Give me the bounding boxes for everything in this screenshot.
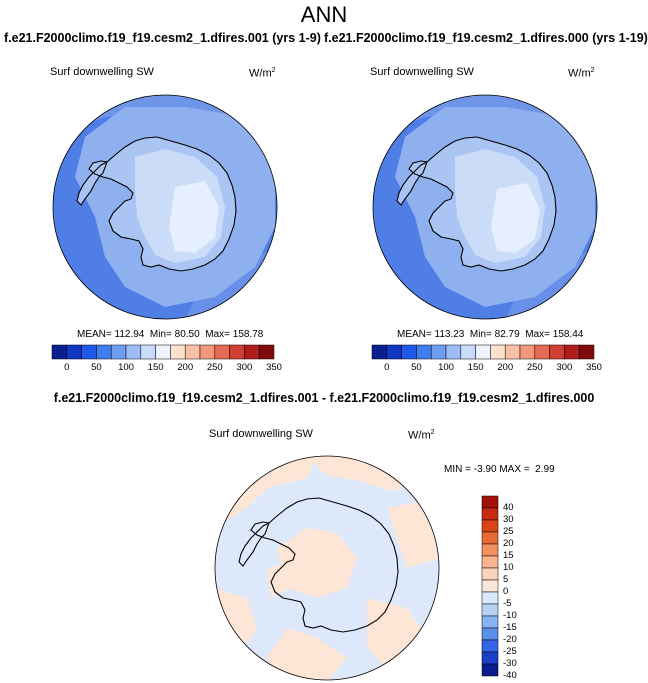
difference-stats: MIN = -3.90 MAX = 2.99 [444,464,555,475]
colorbar-swatch [170,344,186,360]
colorbar-swatch [481,531,499,545]
colorbar-tick-label: 0 [503,586,509,597]
colorbar-swatch [549,344,565,360]
colorbar-swatch [481,627,499,641]
colorbar-tick-label: -30 [503,658,517,669]
colorbar-swatch [199,344,216,360]
colorbar-swatch [475,344,491,360]
colorbar-tick-label: 40 [503,502,514,513]
colorbar-swatch [481,567,499,581]
colorbar-tick-label: 200 [497,362,514,373]
colorbar-tick-label: 300 [556,362,573,373]
colorbar-swatch [416,344,432,360]
colorbar-swatch [81,344,97,360]
colorbar-swatch [386,344,402,360]
colorbar-swatch [534,344,550,360]
colorbar-tick-label: 100 [438,362,454,373]
colorbar-tick-label: 50 [91,362,102,373]
difference-colorbar-ticks: 40 30 25 20 15 10 5 0 -5 -10 -15 -20 -25 -30 -40 [503,496,533,681]
right-map [372,94,598,320]
colorbar-tick-label: -15 [503,622,517,633]
colorbar-tick-label: 350 [266,362,282,373]
left-stats: MEAN= 112.94 Min= 80.50 Max= 158.78 [77,329,264,340]
colorbar-swatch [481,615,499,629]
right-colorbar-ticks: 0 50 100 150 200 250 300 350 [372,362,602,374]
colorbar-tick-label: -10 [503,610,517,621]
colorbar-swatch [481,495,499,509]
colorbar-tick-label: 300 [236,362,253,373]
colorbar-tick-label: 5 [503,574,509,585]
colorbar-swatch [371,344,388,360]
colorbar-tick-label: -5 [503,598,512,609]
colorbar-tick-label: 350 [586,362,602,373]
difference-units-label: W/m2 [408,429,435,442]
figure-title: ANN [300,2,348,27]
colorbar-tick-label: 150 [467,362,484,373]
colorbar-tick-label: 0 [384,362,390,373]
colorbar-swatch [564,344,580,360]
colorbar-swatch [481,591,499,605]
colorbar-tick-label: -20 [503,634,517,645]
left-colorbar-ticks: 0 50 100 150 200 250 300 350 [52,362,282,374]
colorbar-tick-label: 150 [147,362,164,373]
colorbar-tick-label: -25 [503,646,517,657]
colorbar-swatch [430,344,447,360]
colorbar-swatch [481,663,499,677]
colorbar-tick-label: 200 [177,362,194,373]
difference-variable-label: Surf downwelling SW [209,428,313,440]
colorbar-tick-label: 20 [503,538,514,549]
left-variable-label: Surf downwelling SW [50,66,154,78]
colorbar-tick-label: 50 [411,362,422,373]
colorbar-swatch [481,555,499,569]
colorbar-swatch [401,344,417,360]
colorbar-swatch [481,639,499,653]
colorbar-tick-label: 250 [206,362,223,373]
right-panel-title: f.e21.F2000climo.f19_f19.cesm2_1.dfires.… [324,31,648,45]
colorbar-swatch [460,344,476,360]
colorbar-swatch [229,344,245,360]
colorbar-swatch [125,344,142,360]
colorbar-tick-label: 10 [503,562,514,573]
colorbar-swatch [258,344,275,360]
left-panel-title: f.e21.F2000climo.f19_f19.cesm2_1.dfires.… [4,31,321,45]
colorbar-swatch [140,344,156,360]
difference-map [214,455,440,681]
colorbar-swatch [481,603,499,617]
colorbar-swatch [504,344,521,360]
left-map [52,94,278,320]
colorbar-swatch [481,507,499,521]
right-units-label: W/m2 [568,67,595,80]
colorbar-swatch [214,344,230,360]
colorbar-tick-label: 30 [503,514,514,525]
colorbar-swatch [110,344,127,360]
colorbar-swatch [578,344,595,360]
right-variable-label: Surf downwelling SW [370,66,474,78]
colorbar-swatch [481,651,499,665]
difference-colorbar [481,495,499,677]
colorbar-tick-label: -40 [503,670,517,681]
colorbar-swatch [481,519,499,533]
colorbar-swatch [481,579,499,593]
colorbar-swatch [184,344,201,360]
colorbar-tick-label: 15 [503,550,514,561]
colorbar-tick-label: 0 [64,362,70,373]
colorbar-swatch [519,344,536,360]
colorbar-swatch [96,344,112,360]
colorbar-swatch [66,344,82,360]
colorbar-swatch [51,344,68,360]
left-colorbar [51,344,275,360]
colorbar-swatch [445,344,462,360]
colorbar-swatch [155,344,171,360]
colorbar-swatch [490,344,506,360]
colorbar-tick-label: 100 [118,362,134,373]
difference-panel-title: f.e21.F2000climo.f19_f19.cesm2_1.dfires.… [53,391,595,405]
colorbar-swatch [481,543,499,557]
right-colorbar [371,344,595,360]
colorbar-swatch [244,344,260,360]
right-stats: MEAN= 113.23 Min= 82.79 Max= 158.44 [397,329,584,340]
left-units-label: W/m2 [249,67,276,80]
colorbar-tick-label: 250 [526,362,543,373]
colorbar-tick-label: 25 [503,526,514,537]
